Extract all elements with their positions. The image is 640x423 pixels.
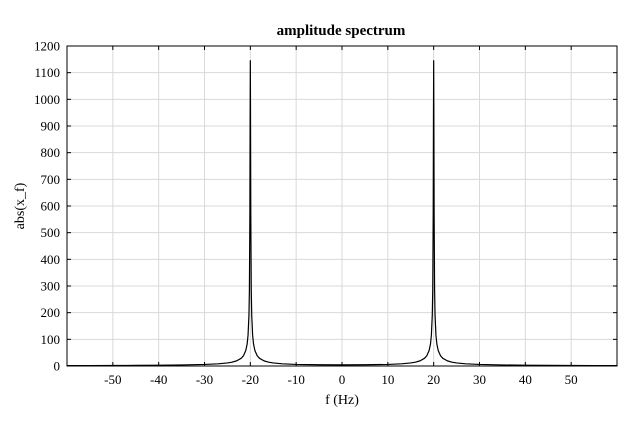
y-tick-label: 800 [41, 145, 61, 160]
x-axis-label: f (Hz) [325, 393, 359, 408]
x-tick-label: 10 [381, 372, 394, 387]
y-tick-label: 300 [41, 279, 61, 294]
x-tick-label: -30 [196, 372, 213, 387]
y-tick-label: 600 [41, 199, 61, 214]
x-tick-label: 20 [427, 372, 440, 387]
x-tick-label: 0 [339, 372, 346, 387]
grid [67, 45, 617, 367]
chart-title: amplitude spectrum [277, 23, 406, 39]
y-tick-label: 200 [41, 305, 61, 320]
x-tick-label: 30 [473, 372, 486, 387]
y-tick-label: 900 [41, 119, 61, 134]
y-tick-label: 1000 [34, 92, 60, 107]
y-tick-label: 700 [41, 172, 61, 187]
x-tick-label: 50 [565, 372, 578, 387]
x-tick-label: -40 [150, 372, 167, 387]
y-tick-label: 0 [54, 359, 61, 374]
y-tick-label: 1200 [34, 39, 60, 54]
x-tick-label: -10 [287, 372, 304, 387]
y-tick-label: 500 [41, 225, 61, 240]
y-tick-label: 100 [41, 332, 61, 347]
y-tick-label: 400 [41, 252, 61, 267]
x-tick-label: -50 [104, 372, 121, 387]
y-tick-label: 1100 [34, 65, 60, 80]
x-tick-label: -20 [242, 372, 259, 387]
x-tick-label: 40 [519, 372, 532, 387]
ticks: -50 -40 -30 -20 -10 0 10 20 30 40 5001002003004005… [34, 39, 617, 387]
y-axis-label: abs(x_f) [13, 182, 28, 229]
